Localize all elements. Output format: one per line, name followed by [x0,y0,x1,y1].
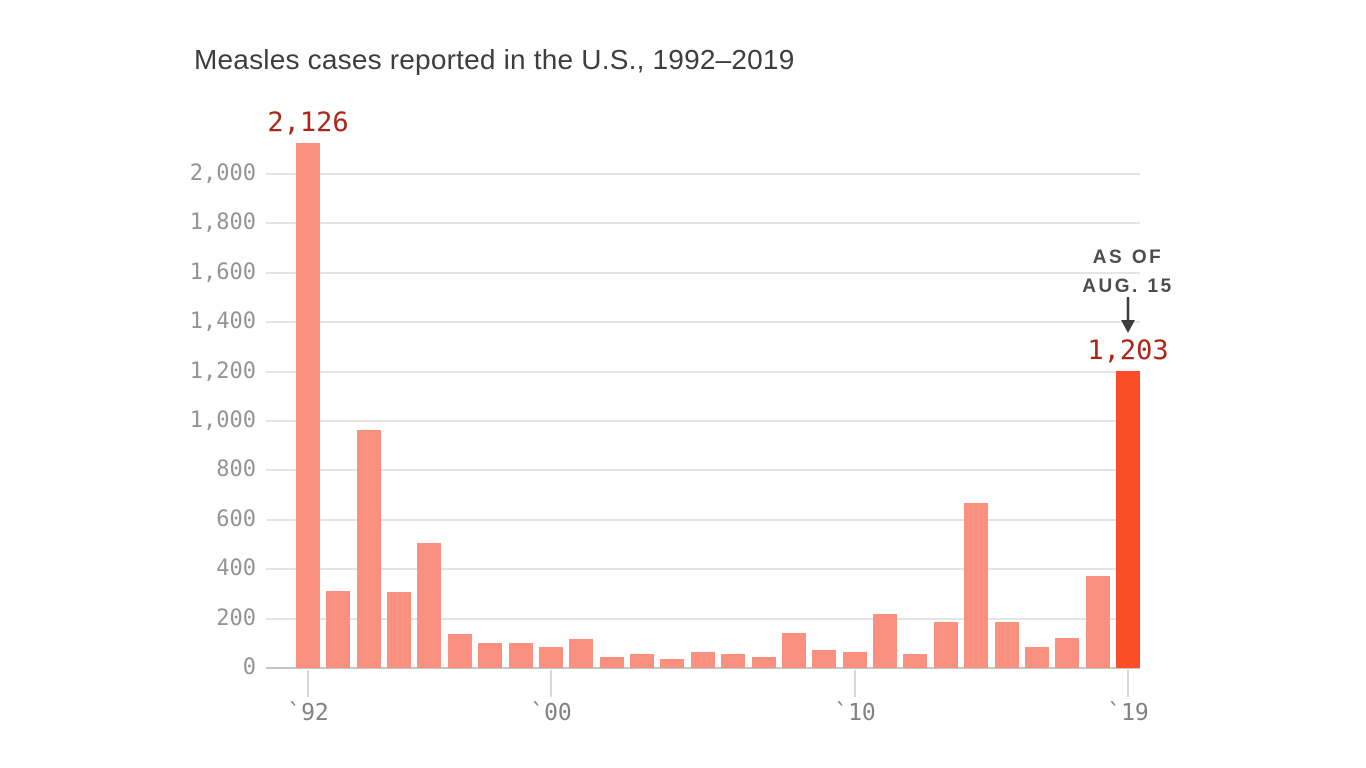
gridline-1400 [266,321,1140,323]
y-axis-label-2000: 2,000 [189,161,256,186]
bar-1999 [509,643,533,668]
bar-1997 [448,634,472,668]
bar-2003 [630,654,654,668]
bar-2011 [873,614,897,668]
x-axis-tick-2000 [550,670,552,697]
bar-2013 [934,622,958,668]
bar-1998 [478,643,502,668]
x-axis-tick-1992 [307,670,309,697]
as-of-annotation: AS OF AUG. 15 [1048,243,1208,301]
bar-2019 [1116,371,1140,668]
bar-1996 [417,543,441,668]
bar-2001 [569,639,593,668]
as-of-line2: AUG. 15 [1082,276,1174,297]
gridline-600 [266,519,1140,521]
y-axis-label-800: 800 [216,457,256,482]
bar-2018 [1086,576,1110,668]
gridline-1600 [266,272,1140,274]
bar-2002 [600,657,624,668]
y-axis-label-400: 400 [216,556,256,581]
as-of-line1: AS OF [1092,247,1164,268]
x-axis-label-2010: `10 [834,700,876,726]
bar-2016 [1025,647,1049,668]
bar-2010 [843,652,867,668]
bar-1993 [326,591,350,668]
bar-2008 [782,633,806,668]
y-axis-label-1200: 1,200 [189,359,256,384]
x-axis-tick-2010 [854,670,856,697]
gridline-800 [266,469,1140,471]
y-axis-label-200: 200 [216,606,256,631]
bar-1994 [357,430,381,668]
x-axis-label-2000: `00 [530,700,572,726]
bar-2012 [903,654,927,668]
bar-2014 [964,503,988,668]
bar-2007 [752,657,776,668]
bar-2006 [721,654,745,668]
x-axis-label-2019: `19 [1107,700,1149,726]
gridline-0 [266,667,1140,669]
gridline-400 [266,568,1140,570]
bar-2004 [660,659,684,668]
y-axis-label-0: 0 [242,655,256,680]
y-axis-label-1000: 1,000 [189,408,256,433]
y-axis-label-600: 600 [216,507,256,532]
gridline-1800 [266,222,1140,224]
peak-value-label: 2,126 [267,107,349,138]
y-axis-label-1400: 1,400 [189,309,256,334]
bar-1995 [387,592,411,668]
y-axis-label-1600: 1,600 [189,260,256,285]
gridline-1000 [266,420,1140,422]
bar-2000 [539,647,563,668]
bar-2017 [1055,638,1079,668]
gridline-2000 [266,173,1140,175]
arrow-down-icon [1119,295,1137,335]
x-axis-label-1992: `92 [287,700,329,726]
bar-1992 [296,143,320,668]
gridline-1200 [266,371,1140,373]
bar-2015 [995,622,1019,668]
gridline-200 [266,618,1140,620]
x-axis-tick-2019 [1127,670,1129,697]
chart-title: Measles cases reported in the U.S., 1992… [194,44,795,75]
y-axis-label-1800: 1,800 [189,210,256,235]
bar-2009 [812,650,836,668]
bar-2005 [691,652,715,668]
current-value-label: 1,203 [1087,335,1169,366]
